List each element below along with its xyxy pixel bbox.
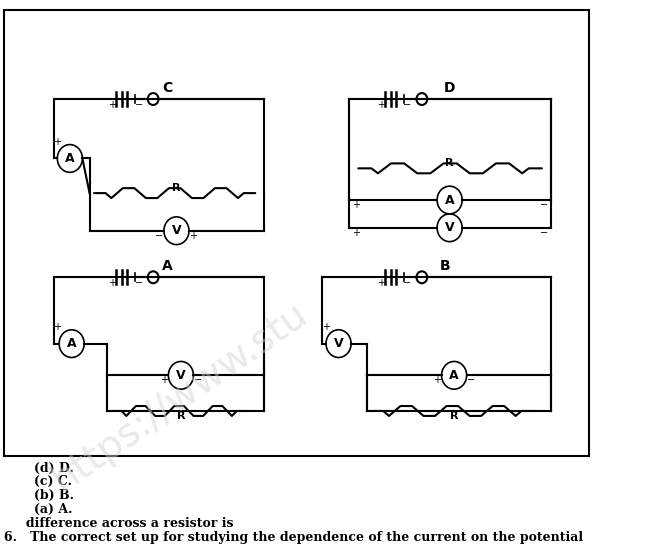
Text: https://www.stu: https://www.stu xyxy=(44,294,314,498)
Text: −: − xyxy=(135,278,143,288)
Text: V: V xyxy=(176,369,186,382)
Text: R: R xyxy=(172,183,181,193)
Text: +: + xyxy=(53,136,61,147)
Text: A: A xyxy=(67,337,76,350)
Text: +: + xyxy=(322,322,330,332)
Text: +: + xyxy=(108,278,116,288)
Text: +: + xyxy=(190,231,198,241)
Text: V: V xyxy=(172,224,181,238)
Text: +: + xyxy=(433,375,441,385)
Text: difference across a resistor is: difference across a resistor is xyxy=(5,517,234,530)
Text: +: + xyxy=(160,375,168,385)
Text: +: + xyxy=(377,100,385,110)
Text: A: A xyxy=(162,259,173,274)
Text: A: A xyxy=(450,369,459,382)
Text: −: − xyxy=(135,100,143,110)
Text: V: V xyxy=(333,337,343,350)
Text: +: + xyxy=(53,322,61,332)
Text: A: A xyxy=(445,193,454,206)
Text: +: + xyxy=(353,200,361,210)
Text: R: R xyxy=(176,411,185,421)
Text: D: D xyxy=(444,81,455,95)
Text: +: + xyxy=(377,278,385,288)
Text: R: R xyxy=(446,158,454,169)
Text: R: R xyxy=(450,411,458,421)
Text: (b) B.: (b) B. xyxy=(34,489,74,502)
Text: (a) A.: (a) A. xyxy=(34,503,72,516)
Text: 6.   The correct set up for studying the dependence of the current on the potent: 6. The correct set up for studying the d… xyxy=(5,531,583,544)
Text: V: V xyxy=(445,221,454,234)
Text: −: − xyxy=(194,375,202,385)
Text: −: − xyxy=(540,200,548,210)
Text: B: B xyxy=(440,259,450,274)
Bar xyxy=(5,10,589,455)
Text: +: + xyxy=(353,228,361,238)
Text: A: A xyxy=(65,152,75,165)
Text: +: + xyxy=(108,100,116,110)
Text: −: − xyxy=(467,375,475,385)
Text: −: − xyxy=(404,278,412,288)
Text: (c) C.: (c) C. xyxy=(34,476,72,488)
Text: −: − xyxy=(155,231,164,241)
Text: −: − xyxy=(404,100,412,110)
Text: C: C xyxy=(162,81,172,95)
Text: (d) D.: (d) D. xyxy=(34,461,74,474)
Text: −: − xyxy=(540,228,548,238)
